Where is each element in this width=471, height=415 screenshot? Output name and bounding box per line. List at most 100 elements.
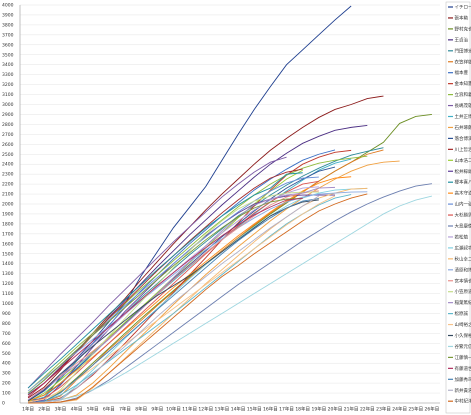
- y-tick-label: 1200: [2, 281, 14, 287]
- y-tick-label: 3700: [2, 32, 14, 38]
- x-tick-label: 23年目: [376, 406, 391, 413]
- y-tick-label: 1400: [2, 261, 14, 267]
- legend-label: 野村克也: [455, 25, 471, 32]
- legend-label: 宮本慎也: [455, 277, 471, 284]
- x-tick-label: 17年目: [279, 406, 294, 413]
- legend-label: 金本知憲: [455, 80, 471, 87]
- legend-label: 落合博満: [455, 135, 471, 142]
- series-line: [28, 193, 368, 404]
- y-tick-label: 3900: [2, 12, 14, 18]
- y-tick-label: 2800: [2, 122, 14, 128]
- y-tick-label: 0: [2, 401, 5, 407]
- y-tick-label: 800: [2, 321, 11, 327]
- legend-label: 高木守道: [455, 190, 471, 197]
- legend-label: 松井稼頭央: [455, 168, 471, 175]
- y-tick-label: 3200: [2, 82, 14, 88]
- legend-label: 張本勲: [455, 14, 469, 21]
- x-tick-label: 8年目: [135, 406, 147, 413]
- y-tick-label: 1700: [2, 231, 14, 237]
- y-tick-label: 3400: [2, 62, 14, 68]
- series-line: [28, 5, 352, 401]
- y-tick-label: 3100: [2, 92, 14, 98]
- legend-label: 谷繁元信: [455, 343, 471, 350]
- legend-label: 長嶋茂雄: [455, 102, 471, 109]
- legend-label: 山崎裕之: [455, 321, 471, 328]
- legend-label: 若松勉: [455, 233, 469, 240]
- legend-label: 土井正博: [455, 113, 471, 120]
- y-tick-label: 1300: [2, 271, 14, 277]
- y-tick-label: 1500: [2, 251, 14, 257]
- y-tick-label: 3000: [2, 102, 14, 108]
- y-tick-label: 3600: [2, 42, 14, 48]
- legend-label: 小笠原道大: [455, 288, 471, 295]
- x-tick-label: 9年目: [151, 406, 163, 413]
- series-line: [27, 95, 384, 399]
- legend-label: 山内一弘: [455, 201, 471, 208]
- series-line: [27, 195, 336, 403]
- x-tick-label: 21年目: [344, 406, 359, 413]
- y-tick-label: 2300: [2, 172, 14, 178]
- y-tick-label: 400: [2, 361, 11, 367]
- legend-label: 大杉勝男: [455, 212, 471, 219]
- series-line: [27, 190, 319, 401]
- x-tick-label: 22年目: [360, 406, 375, 413]
- legend-label: 榎本喜八: [455, 179, 471, 186]
- legend-label: 石井琢朗: [455, 124, 471, 131]
- y-tick-label: 2000: [2, 202, 14, 208]
- y-tick-label: 300: [2, 371, 11, 377]
- series-line: [28, 198, 319, 404]
- x-tick-label: 26年目: [425, 406, 440, 413]
- series-line: [27, 186, 336, 401]
- y-tick-label: 1800: [2, 221, 14, 227]
- y-tick-label: 2500: [2, 152, 14, 158]
- legend-label: 山本浩二: [455, 157, 471, 164]
- y-tick-label: 2100: [2, 192, 14, 198]
- y-tick-label: 2400: [2, 162, 14, 168]
- legend-label: 立浪和義: [455, 91, 471, 98]
- y-tick-label: 200: [2, 381, 11, 387]
- legend-label: 福本豊: [455, 69, 469, 76]
- y-tick-label: 600: [2, 341, 11, 347]
- y-tick-label: 500: [2, 351, 11, 357]
- x-tick-label: 7年目: [119, 406, 131, 413]
- legend-label: 王貞治: [455, 36, 469, 43]
- y-tick-label: 2900: [2, 112, 14, 118]
- legend-label: 広瀬叔功: [455, 244, 471, 251]
- series-line: [28, 191, 319, 404]
- y-tick-label: 700: [2, 331, 11, 337]
- x-tick-label: 14年目: [231, 406, 246, 413]
- series-line: [27, 156, 287, 389]
- legend-label: 松原誠: [455, 310, 469, 317]
- legend-label: 加藤秀司: [455, 376, 471, 383]
- x-tick-label: 4年目: [71, 406, 83, 413]
- series-line: [27, 166, 336, 402]
- legend-label: 門田博光: [455, 47, 471, 54]
- legend-label: 川上哲治: [455, 146, 471, 153]
- series-line: [27, 155, 368, 392]
- y-tick-label: 3800: [2, 22, 14, 28]
- y-tick-label: 1600: [2, 241, 14, 247]
- legend-label: 新井貴浩: [455, 387, 471, 394]
- y-tick-label: 2200: [2, 182, 14, 188]
- x-tick-label: 15年目: [247, 406, 262, 413]
- y-tick-label: 1000: [2, 301, 14, 307]
- series-line: [27, 172, 303, 389]
- series-line: [28, 195, 433, 404]
- legend-label: 有藤道世: [455, 365, 471, 372]
- legend-label: 小久保裕紀: [455, 332, 471, 339]
- x-tick-label: 20年目: [328, 406, 343, 413]
- series-line: [28, 195, 320, 404]
- series-line: [27, 197, 303, 394]
- y-tick-label: 1100: [2, 291, 14, 297]
- series-line: [27, 158, 352, 403]
- y-tick-label: 4000: [2, 3, 14, 9]
- y-tick-label: 3500: [2, 52, 14, 58]
- series-line: [27, 191, 368, 392]
- x-tick-label: 11年目: [182, 406, 197, 413]
- x-tick-label: 24年目: [392, 406, 407, 413]
- series-line: [27, 147, 384, 402]
- legend-label: 清原和博: [455, 266, 471, 273]
- legend-label: 大島康徳: [455, 223, 471, 230]
